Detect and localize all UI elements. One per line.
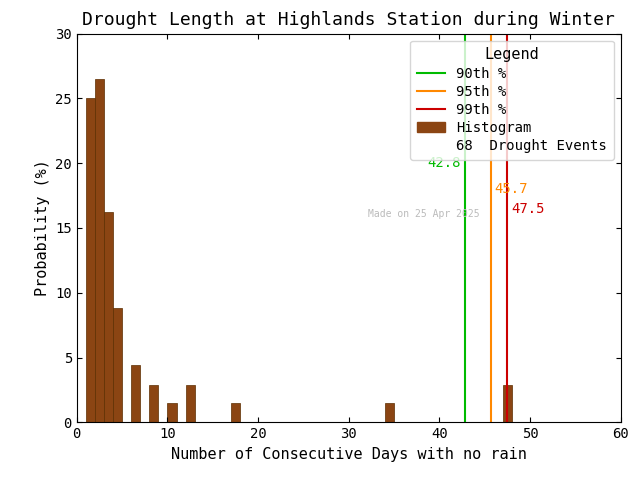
X-axis label: Number of Consecutive Days with no rain: Number of Consecutive Days with no rain [171,447,527,462]
Bar [95,79,104,422]
Text: 47.5: 47.5 [511,202,545,216]
Title: Drought Length at Highlands Station during Winter: Drought Length at Highlands Station duri… [83,11,615,29]
Bar [113,308,122,422]
Bar [186,385,195,422]
Text: 42.8: 42.8 [428,156,461,170]
Bar [385,403,394,422]
Bar [131,365,140,422]
Bar [168,403,177,422]
Bar [104,213,113,422]
Bar [149,385,158,422]
Bar [231,403,240,422]
Text: Made on 25 Apr 2025: Made on 25 Apr 2025 [368,209,479,219]
Legend: 90th %, 95th %, 99th %, Histogram, 68  Drought Events: 90th %, 95th %, 99th %, Histogram, 68 Dr… [410,40,614,160]
Y-axis label: Probability (%): Probability (%) [35,159,50,297]
Text: 45.7: 45.7 [495,182,528,196]
Bar [86,98,95,422]
Bar [503,385,512,422]
